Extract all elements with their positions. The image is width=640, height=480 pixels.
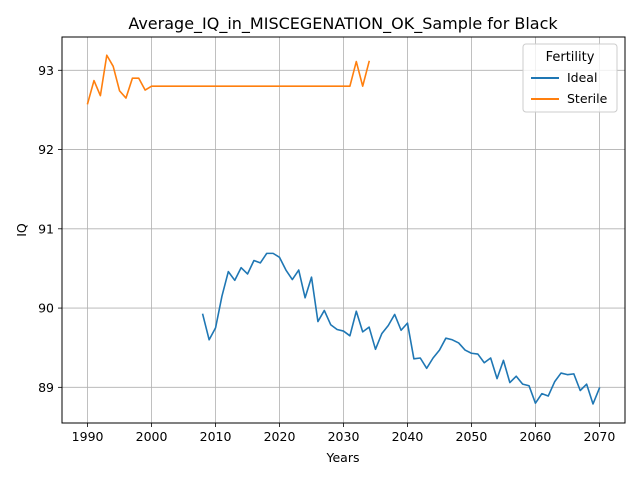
x-tick-label: 2010: [200, 429, 232, 444]
x-tick-label: 2070: [584, 429, 616, 444]
x-tick-label: 1990: [72, 429, 104, 444]
x-axis-label: Years: [326, 450, 360, 465]
y-tick-label: 89: [38, 380, 54, 395]
legend-title: Fertility: [546, 50, 595, 65]
series-line-sterile: [86, 54, 371, 105]
y-tick-label: 93: [38, 63, 54, 78]
legend: Fertility Ideal Sterile: [522, 43, 618, 113]
y-axis-ticks: 89 90 91 92 93: [38, 63, 62, 395]
x-tick-label: 2030: [328, 429, 360, 444]
y-axis-label: IQ: [14, 223, 29, 237]
x-tick-label: 2060: [520, 429, 552, 444]
x-tick-label: 2020: [264, 429, 296, 444]
legend-label-sterile: Sterile: [567, 91, 608, 106]
legend-box: [522, 43, 618, 113]
x-axis-ticks: 1990 2000 2010 2020 2030 2040 2050 2060 2070: [72, 423, 616, 444]
legend-label-ideal: Ideal: [567, 70, 597, 85]
x-tick-label: 2000: [136, 429, 168, 444]
y-tick-label: 91: [38, 221, 54, 236]
series-line-ideal: [201, 252, 601, 405]
y-tick-label: 90: [38, 301, 54, 316]
x-tick-label: 2050: [456, 429, 488, 444]
series-layer: [86, 54, 601, 405]
x-tick-label: 2040: [392, 429, 424, 444]
y-tick-label: 92: [38, 142, 54, 157]
chart-title: Average_IQ_in_MISCEGENATION_OK_Sample fo…: [128, 14, 558, 34]
